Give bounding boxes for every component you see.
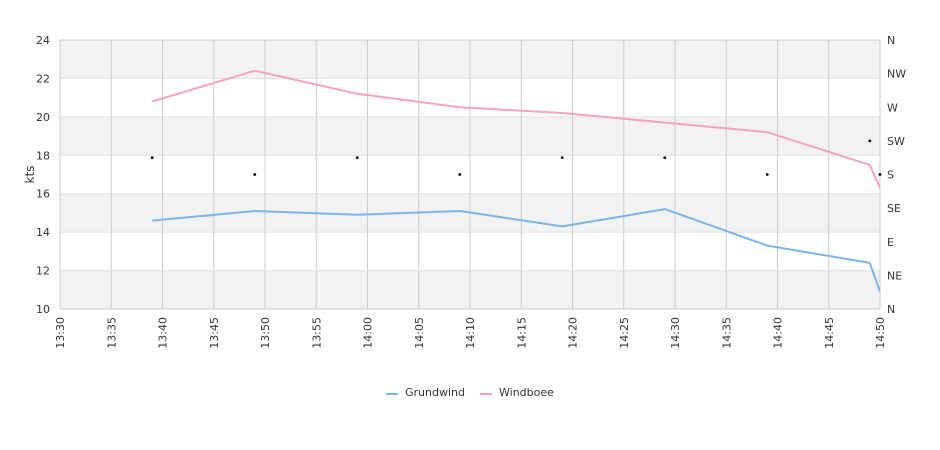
series-line-grundwind bbox=[152, 208, 881, 293]
y2-tick-label: W bbox=[887, 101, 898, 114]
x-tick-label: 13:35 bbox=[105, 317, 118, 349]
y-axis-title: kts bbox=[23, 166, 37, 184]
legend-label: Windboee bbox=[499, 386, 554, 399]
x-axis-tick-labels: 13:30 13:35 13:40 13:45 13:50 13:55 14:00 14:05… bbox=[54, 317, 887, 349]
y-tick-label: 22 bbox=[36, 72, 50, 85]
vertical-gridlines bbox=[59, 40, 881, 309]
direction-point bbox=[458, 173, 462, 176]
series-line-windboee bbox=[152, 69, 881, 189]
direction-point bbox=[663, 156, 667, 160]
direction-point bbox=[253, 173, 257, 176]
x-tick-label: 14:05 bbox=[413, 317, 426, 349]
direction-point bbox=[150, 156, 154, 160]
x-tick-label: 14:50 bbox=[874, 317, 887, 349]
x-tick-label: 14:45 bbox=[823, 317, 836, 349]
direction-points bbox=[150, 139, 882, 176]
x-tick-label: 14:15 bbox=[515, 317, 528, 349]
direction-point bbox=[355, 156, 359, 160]
y2-tick-label: NW bbox=[887, 68, 906, 81]
x-tick-label: 14:20 bbox=[567, 317, 580, 349]
y-tick-label: 20 bbox=[36, 111, 50, 124]
legend-item-windboee[interactable]: Windboee bbox=[480, 386, 554, 399]
y-tick-label: 10 bbox=[36, 303, 50, 316]
x-tick-label: 14:10 bbox=[464, 317, 477, 349]
y-axis-tick-labels: 10 12 14 16 18 20 22 24 bbox=[36, 34, 50, 316]
legend-label: Grundwind bbox=[405, 386, 465, 399]
x-tick-label: 13:40 bbox=[157, 317, 170, 349]
x-tick-label: 13:30 bbox=[54, 317, 67, 349]
x-tick-label: 14:35 bbox=[720, 317, 733, 349]
x-tick-label: 13:45 bbox=[208, 317, 221, 349]
direction-point bbox=[868, 139, 872, 143]
y-tick-label: 14 bbox=[36, 226, 50, 239]
x-tick-label: 14:30 bbox=[669, 317, 682, 349]
y-tick-label: 12 bbox=[36, 265, 50, 278]
direction-point bbox=[560, 156, 564, 160]
y2-tick-label: N bbox=[887, 303, 895, 316]
y2-axis-tick-labels: N NE E SE S SW W NW N bbox=[887, 34, 906, 316]
y2-tick-label: S bbox=[887, 169, 894, 182]
y-tick-label: 24 bbox=[36, 34, 50, 47]
y2-tick-label: NE bbox=[887, 269, 902, 282]
direction-point bbox=[878, 173, 882, 176]
y-tick-label: 18 bbox=[36, 149, 50, 162]
x-tick-label: 14:25 bbox=[618, 317, 631, 349]
y-tick-label: 16 bbox=[36, 188, 50, 201]
direction-point bbox=[765, 173, 769, 176]
legend[interactable]: Grundwind Windboee bbox=[386, 386, 554, 399]
x-tick-label: 14:00 bbox=[362, 317, 375, 349]
x-tick-label: 13:50 bbox=[259, 317, 272, 349]
y2-tick-label: E bbox=[887, 236, 894, 249]
x-tick-label: 13:55 bbox=[310, 317, 323, 349]
legend-item-grundwind[interactable]: Grundwind bbox=[386, 386, 465, 399]
y2-tick-label: N bbox=[887, 34, 895, 47]
x-tick-label: 14:40 bbox=[772, 317, 785, 349]
series-lines bbox=[152, 69, 881, 293]
y2-tick-label: SW bbox=[887, 135, 905, 148]
y2-tick-label: SE bbox=[887, 202, 901, 215]
